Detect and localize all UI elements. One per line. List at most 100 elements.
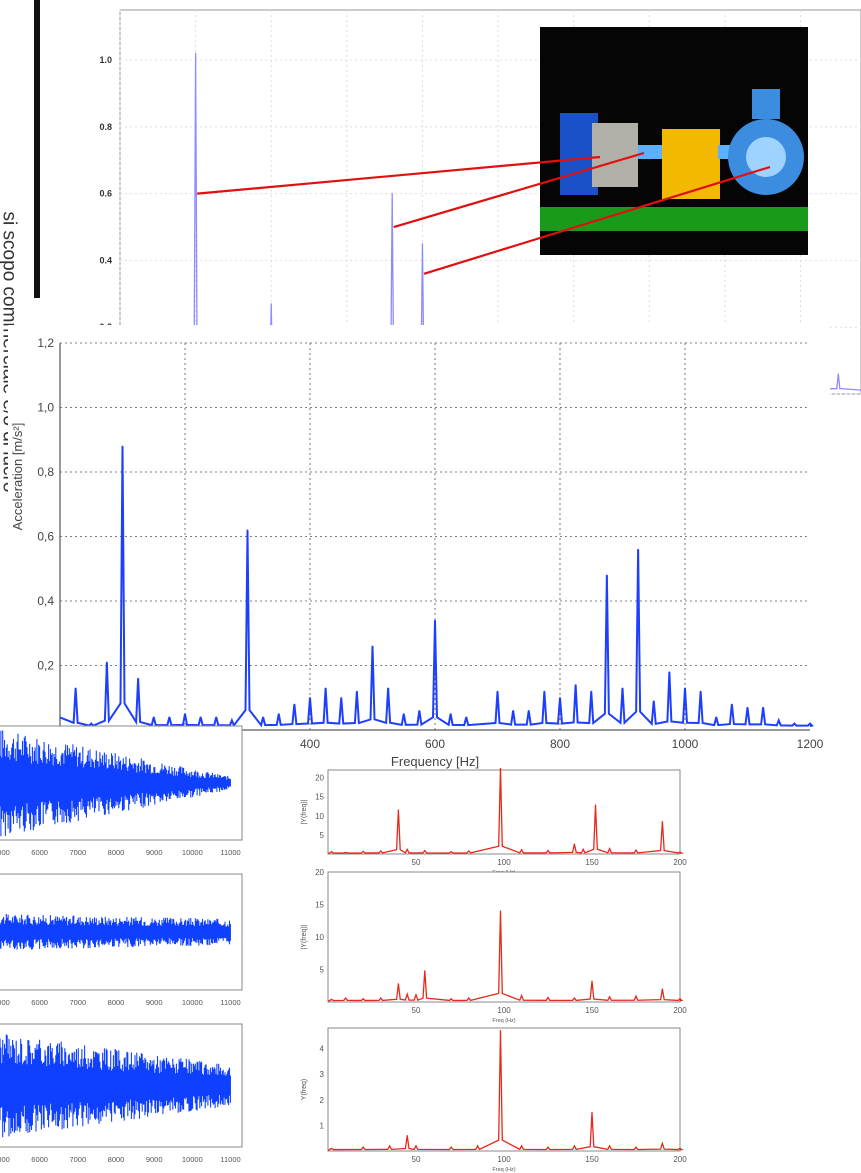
spec-2-point-13 [573,997,575,999]
middle-point-42 [746,706,749,709]
time-signal-chart-3: 5000 6000 7000 8000 9000 10000 11000 [0,1023,243,1164]
middle-point-44 [778,719,780,721]
spec-2-point-17 [661,988,663,990]
spec-2-point-2 [362,998,364,1000]
middle-point-26 [496,690,499,692]
middle-point-10 [231,719,233,721]
spec-1-point-2 [362,850,364,852]
spec-2-point-18 [679,998,681,1000]
spec-1-point-13 [582,848,584,851]
spec-1-point-9 [499,768,502,769]
middle-point-39 [700,690,702,692]
motor-shaft [638,145,664,159]
time-2-x-tick-label: 6000 [31,998,48,1007]
middle-y-tick-label: 0,4 [37,594,54,608]
spec-3-y-tick-label: 1 [320,1121,325,1130]
spec-1-point-17 [661,820,663,823]
spec-3-point-8 [521,1145,523,1147]
spec-2-point-10 [499,910,502,912]
time-2-x-tick-label: 11000 [220,998,240,1007]
middle-point-27 [512,710,514,712]
time-signal-chart-2: 5000 6000 7000 8000 9000 10000 11000 [0,873,243,1007]
middle-point-11 [246,529,249,531]
middle-x-tick-label: 1000 [672,737,699,751]
middle-x-tick-label: 800 [550,737,570,751]
spec-3-x-tick-label: 200 [673,1155,687,1164]
spec-1-point-4 [397,809,399,811]
middle-point-1 [90,722,92,725]
spec-1-point-14 [594,804,597,806]
middle-point-45 [793,722,795,725]
middle-point-22 [418,710,420,712]
middle-point-15 [309,697,311,699]
middle-point-21 [403,713,405,715]
spec-3-point-14 [661,1142,663,1144]
spec-1-point-12 [573,843,575,845]
middle-point-18 [356,690,358,692]
middle-point-14 [293,703,295,705]
time-3-x-tick-label: 8000 [108,1155,125,1164]
middle-y-tick-label: 0,2 [37,659,54,673]
spec-1-point-11 [547,849,549,852]
spec-1-x-tick-label: 200 [673,858,687,867]
middle-point-16 [325,687,327,689]
spec-1-point-16 [635,849,637,851]
spec-1-point-3 [380,850,382,852]
spec-3-point-0 [330,1147,333,1150]
spec-3-point-2 [389,1145,391,1147]
spec-2-point-5 [406,993,408,995]
spec-1-point-10 [521,849,523,851]
spec-2-point-3 [380,997,382,999]
middle-point-36 [653,700,655,702]
middle-point-30 [559,697,561,699]
motor-end-cap [560,113,598,195]
time-3-x-tick-label: 11000 [220,1155,240,1164]
middle-point-31 [575,684,577,686]
spec-2-x-tick-label: 50 [412,1006,421,1015]
middle-point-32 [590,690,592,692]
time-1-x-tick-label: 5000 [0,848,10,857]
time-1-x-tick-label: 10000 [182,848,203,857]
time-1-x-tick-label: 6000 [31,848,48,857]
spec-2-point-6 [415,994,417,996]
spec-3-point-13 [635,1146,637,1148]
spec-1-point-18 [679,851,681,853]
pump-outlet [752,89,780,119]
spec-3-x-axis-label: Freq (Hz) [492,1167,515,1173]
spec-3-point-7 [499,1029,502,1032]
middle-point-19 [371,645,374,647]
spec-1-point-5 [406,848,408,851]
spec-2-y-tick-label: 15 [315,901,324,910]
middle-point-6 [168,716,170,718]
pump-impeller [746,137,786,177]
spec-3-frame [327,1027,681,1152]
spec-1-x-tick-label: 50 [412,858,421,867]
middle-point-25 [465,716,467,718]
middle-point-9 [215,716,217,718]
spec-2-x-tick-label: 200 [673,1006,687,1015]
time-3-x-tick-label: 10000 [182,1155,203,1164]
spec-3-point-4 [415,1145,417,1147]
top-point-26 [421,243,424,245]
top-y-tick-label: 0.4 [99,255,112,265]
middle-point-4 [137,677,139,679]
time-2-x-tick-label: 7000 [69,998,86,1007]
middle-point-2 [106,661,108,663]
callout-line-1 [197,155,601,195]
callout-line-3 [423,165,771,275]
middle-point-40 [715,716,717,718]
time-2-x-tick-label: 9000 [146,998,163,1007]
spec-3-y-tick-label: 2 [320,1096,325,1105]
spec-2-x-axis-label: Freq (Hz) [492,1018,515,1024]
spec-3-point-9 [547,1146,549,1148]
spec-3-point-10 [573,1145,575,1147]
middle-point-24 [450,713,452,715]
top-point-8 [195,52,197,55]
middle-point-17 [340,697,342,699]
spec-1-x-tick-label: 150 [585,858,599,867]
top-point-51 [837,373,839,375]
middle-point-7 [184,713,186,715]
spec-2-y-tick-label: 10 [315,933,324,942]
spec-2-point-8 [450,998,452,1000]
